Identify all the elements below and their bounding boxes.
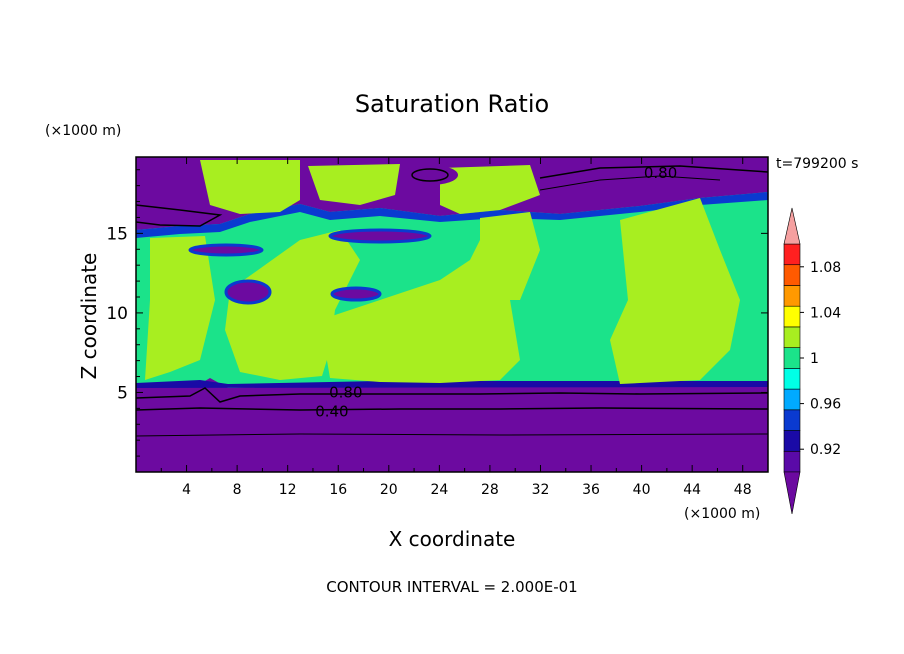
contour-label: 0.80 (644, 164, 677, 182)
contour-line (539, 175, 721, 191)
y-axis: 5 10 15 (106, 169, 768, 457)
colorbar: 1.08 1.04 1 0.96 0.92 (783, 207, 841, 515)
contour-label: 0.40 (315, 403, 348, 421)
x-tick-label: 20 (380, 482, 398, 498)
contour-line (539, 165, 768, 179)
contour-label: 0.80 (329, 383, 362, 401)
dry-pocket (330, 286, 382, 302)
colorbar-swatch (783, 430, 801, 452)
colorbar-label: 1 (810, 351, 819, 367)
moist-region (480, 212, 540, 300)
dry-pocket (402, 165, 458, 185)
dry-pocket (188, 243, 264, 257)
x-tick-label: 4 (182, 482, 191, 498)
contour-line (411, 168, 449, 182)
moist-region (308, 164, 400, 205)
x-tick-label: 40 (633, 482, 651, 498)
colorbar-swatch (783, 326, 801, 348)
y-tick-label: 5 (117, 383, 128, 403)
moist-region (145, 236, 215, 380)
colorbar-swatch (783, 409, 801, 431)
y-axis-label: Z coordinate (77, 253, 101, 380)
x-tick-label: 36 (582, 482, 600, 498)
x-tick-label: 12 (279, 482, 297, 498)
dry-lower-layer (136, 378, 768, 472)
chart-title: Saturation Ratio (355, 90, 549, 118)
colorbar-under-arrow (783, 471, 801, 515)
contour-labels: 0.80 0.80 0.40 (315, 164, 677, 421)
colorbar-label: 1.04 (810, 305, 841, 321)
upper-transition-band (136, 192, 768, 238)
x-tick-label: 28 (481, 482, 499, 498)
x-axis: 4 8 12 16 20 24 28 32 36 40 44 48 (160, 157, 752, 498)
time-label: t=799200 s (776, 156, 858, 172)
dry-pocket (224, 279, 272, 305)
contour-line (136, 407, 768, 411)
contour-line (136, 387, 768, 403)
y-tick-label: 10 (106, 304, 128, 324)
colorbar-swatch (783, 285, 801, 307)
x-axis-unit: (×1000 m) (684, 506, 760, 522)
contour-interval-note: CONTOUR INTERVAL = 2.000E-01 (326, 578, 577, 596)
x-tick-label: 24 (430, 482, 448, 498)
colorbar-label: 0.92 (810, 442, 841, 458)
x-axis-label: X coordinate (389, 527, 516, 551)
moist-region (200, 160, 300, 214)
contour-line (136, 204, 223, 227)
x-tick-label: 48 (734, 482, 752, 498)
moist-region (320, 240, 520, 383)
colorbar-swatch (783, 388, 801, 411)
colorbar-swatch (783, 368, 801, 390)
contour-line (136, 433, 768, 437)
colorbar-swatch (783, 243, 801, 266)
moist-region (610, 198, 740, 384)
x-tick-label: 32 (532, 482, 550, 498)
x-tick-label: 8 (233, 482, 242, 498)
saturation-field (136, 157, 768, 472)
x-tick-label: 44 (683, 482, 701, 498)
y-tick-label: 15 (106, 224, 128, 244)
plot-frame (135, 156, 769, 473)
lower-transition-band (136, 380, 768, 388)
colorbar-swatch (783, 450, 801, 473)
y-axis-unit: (×1000 m) (45, 123, 121, 139)
colorbar-over-arrow (783, 207, 801, 245)
colorbar-label: 1.08 (810, 260, 841, 276)
colorbar-label: 0.96 (810, 397, 841, 413)
colorbar-swatch (783, 305, 801, 328)
dry-pocket (328, 228, 432, 244)
colorbar-swatch (783, 347, 801, 369)
colorbar-swatch (783, 264, 801, 286)
moist-region (440, 165, 540, 214)
x-tick-label: 16 (329, 482, 347, 498)
